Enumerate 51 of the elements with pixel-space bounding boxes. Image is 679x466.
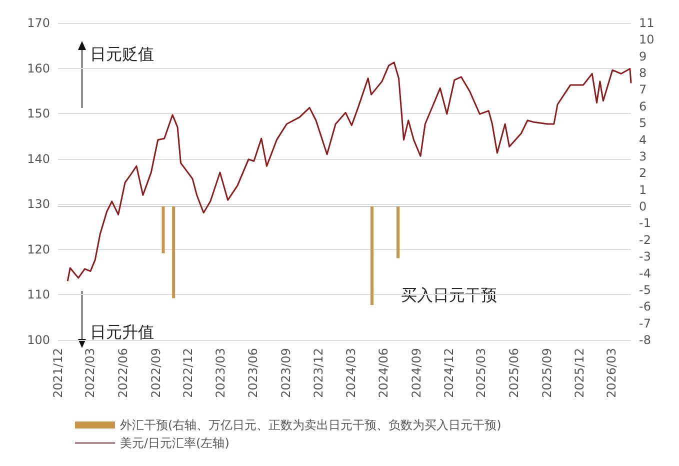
x-tick-label: 2023/03 bbox=[213, 348, 228, 398]
y2-tick-label: 0 bbox=[639, 200, 647, 214]
y2-tick-label: 1 bbox=[639, 182, 647, 197]
x-tick-label: 2023/06 bbox=[246, 348, 260, 398]
y2-tick-label: 9 bbox=[639, 49, 647, 64]
y2-tick-label: -4 bbox=[639, 266, 651, 280]
y-tick-label: 130 bbox=[27, 197, 50, 212]
x-tick-label: 2026/03 bbox=[604, 348, 618, 398]
x-tick-label: 2022/12 bbox=[181, 348, 196, 398]
y-tick-label: 150 bbox=[27, 106, 50, 121]
y2-tick-label: 5 bbox=[639, 116, 647, 130]
y2-tick-label: -8 bbox=[639, 333, 651, 347]
x-tick-label: 2025/03 bbox=[474, 348, 488, 398]
line-series bbox=[66, 62, 632, 282]
x-tick-label: 2024/09 bbox=[410, 348, 424, 398]
y2-tick-label: 11 bbox=[639, 16, 654, 30]
y2-tick-label: 7 bbox=[639, 82, 647, 97]
x-tick-label: 2023/12 bbox=[311, 348, 326, 398]
y2-tick-label: 4 bbox=[639, 132, 647, 147]
x-tick-label: 2024/03 bbox=[344, 348, 358, 398]
y2-tick-label: 3 bbox=[639, 149, 647, 164]
y-tick-label: 100 bbox=[27, 333, 50, 347]
x-tick-label: 2023/09 bbox=[278, 348, 293, 398]
y2-tick-label: 10 bbox=[639, 32, 654, 47]
x-tick-label: 2022/09 bbox=[148, 348, 163, 398]
y-tick-label: 140 bbox=[27, 152, 50, 166]
x-tick-label: 2021/12 bbox=[51, 348, 65, 398]
x-tick-label: 2024/06 bbox=[376, 348, 391, 398]
y2-tick-label: 2 bbox=[639, 166, 647, 180]
y2-tick-label: -1 bbox=[639, 216, 651, 230]
x-tick-label: 2025/06 bbox=[506, 348, 521, 398]
y-tick-label: 120 bbox=[27, 242, 50, 256]
annotation: 日元升值 bbox=[90, 322, 154, 342]
legend-label: 美元/日元汇率(左轴) bbox=[120, 436, 230, 450]
y-tick-label: 160 bbox=[27, 61, 50, 76]
y2-tick-label: -5 bbox=[639, 282, 651, 297]
y-tick-label: 110 bbox=[27, 288, 50, 302]
legend-label: 外汇干预(右轴、万亿日元、正数为卖出日元干预、负数为买入日元干预) bbox=[120, 418, 502, 432]
y2-tick-label: -6 bbox=[639, 300, 651, 314]
x-tick-label: 2022/06 bbox=[116, 348, 130, 398]
annotation: 日元贬值 bbox=[90, 44, 154, 64]
y2-tick-label: -7 bbox=[639, 316, 651, 330]
x-tick-label: 2025/12 bbox=[572, 348, 586, 398]
y2-tick-label: 6 bbox=[639, 99, 647, 114]
y-tick-label: 170 bbox=[27, 16, 50, 30]
y2-tick-label: -3 bbox=[639, 250, 651, 264]
y2-tick-label: -2 bbox=[639, 232, 651, 247]
x-tick-label: 2022/03 bbox=[83, 348, 98, 398]
x-tick-label: 2024/12 bbox=[442, 348, 456, 398]
y2-tick-label: 8 bbox=[639, 66, 647, 80]
x-tick-label: 2025/09 bbox=[540, 348, 554, 398]
